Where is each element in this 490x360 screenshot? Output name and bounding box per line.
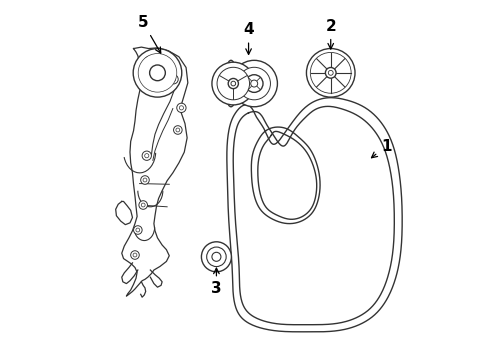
Circle shape	[136, 228, 140, 232]
Circle shape	[141, 203, 145, 207]
Circle shape	[179, 106, 183, 110]
Circle shape	[145, 154, 149, 158]
Circle shape	[144, 57, 154, 66]
Text: 3: 3	[211, 268, 222, 296]
Circle shape	[149, 65, 165, 81]
Circle shape	[133, 49, 182, 97]
Circle shape	[173, 126, 182, 134]
Circle shape	[172, 77, 175, 81]
Circle shape	[176, 128, 180, 132]
Circle shape	[133, 253, 137, 257]
Circle shape	[231, 60, 277, 107]
Circle shape	[143, 178, 147, 182]
Circle shape	[238, 67, 270, 100]
Ellipse shape	[224, 60, 237, 107]
Circle shape	[139, 201, 147, 209]
Circle shape	[251, 80, 258, 87]
Circle shape	[245, 75, 263, 93]
Text: 4: 4	[243, 22, 254, 54]
Circle shape	[217, 67, 249, 100]
Circle shape	[177, 103, 186, 112]
Circle shape	[306, 49, 355, 97]
Circle shape	[147, 59, 151, 64]
Circle shape	[328, 71, 333, 75]
Circle shape	[201, 242, 231, 272]
Circle shape	[212, 62, 255, 105]
Circle shape	[212, 252, 221, 261]
Circle shape	[169, 75, 178, 84]
Ellipse shape	[226, 64, 236, 103]
Circle shape	[207, 247, 226, 266]
Circle shape	[138, 54, 177, 92]
Circle shape	[231, 81, 236, 86]
Circle shape	[141, 176, 149, 184]
Circle shape	[310, 53, 351, 93]
Text: 5: 5	[138, 15, 161, 53]
Circle shape	[131, 251, 139, 259]
Circle shape	[142, 151, 151, 160]
Circle shape	[228, 78, 239, 89]
Text: 1: 1	[371, 139, 392, 158]
Text: 2: 2	[325, 19, 336, 49]
Circle shape	[134, 226, 142, 234]
Circle shape	[325, 67, 336, 78]
